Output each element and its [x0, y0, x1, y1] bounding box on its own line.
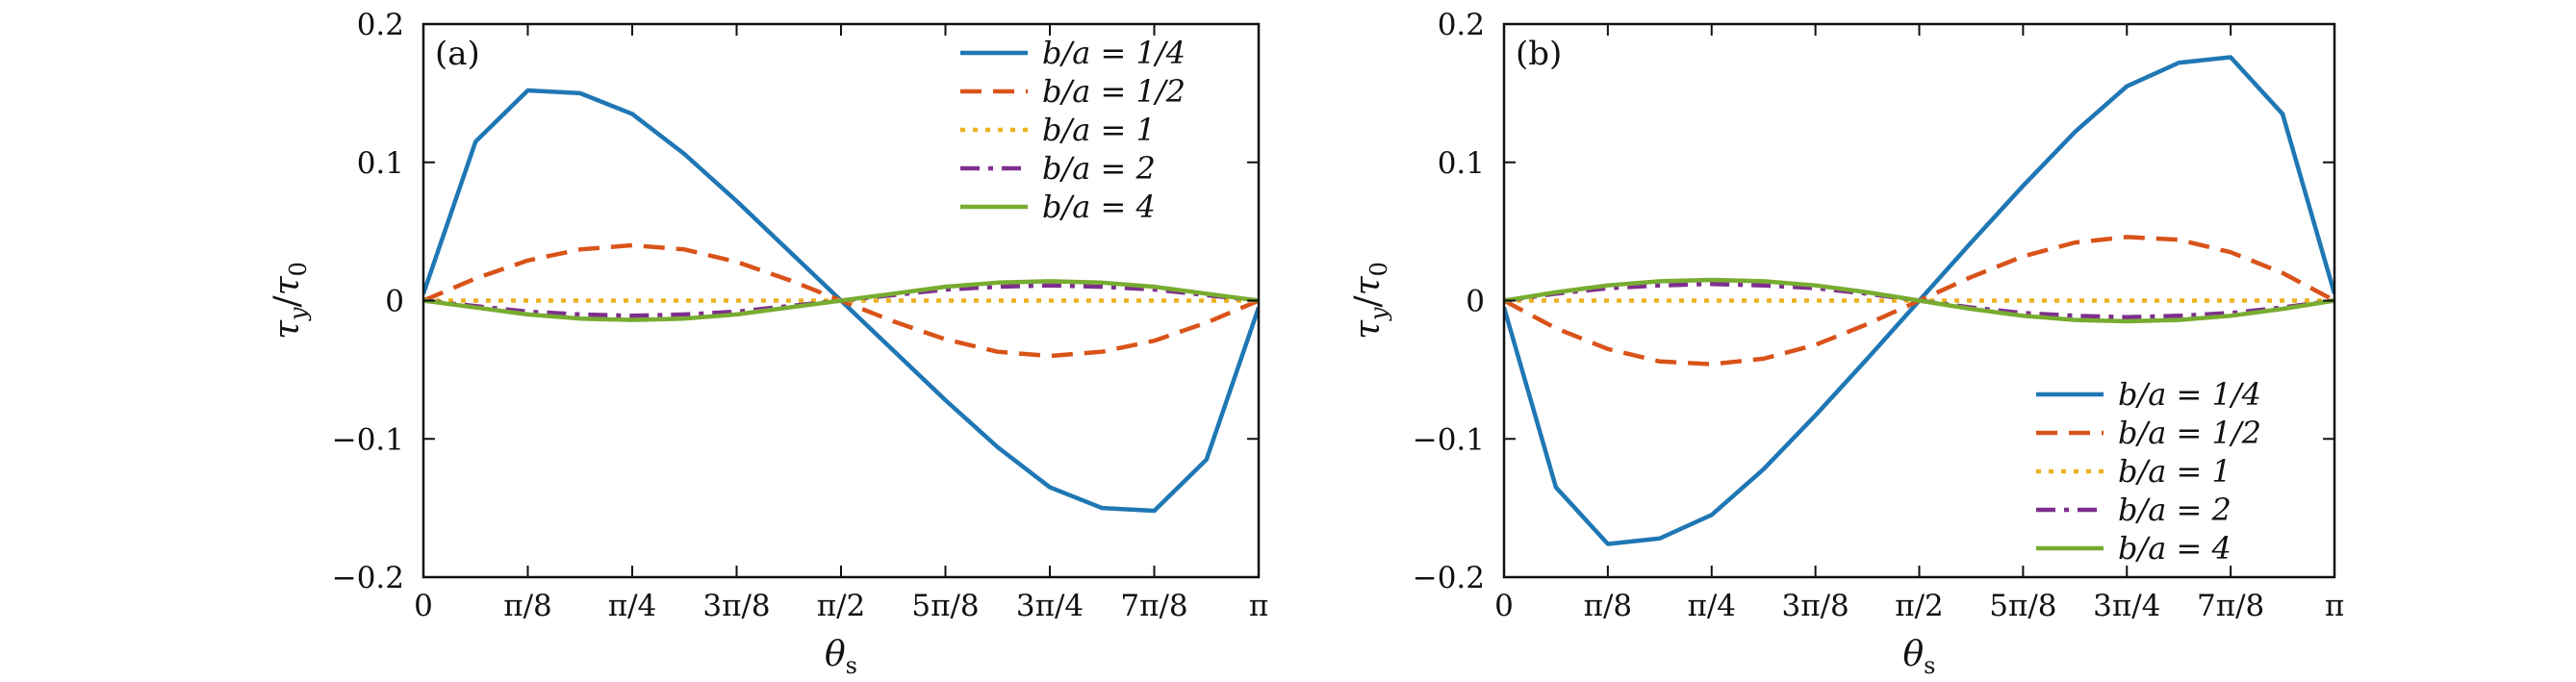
legend-label: b/a = 4 — [1042, 189, 1156, 225]
series-lines — [1504, 55, 2334, 546]
y-tick-label: −0.2 — [1413, 561, 1485, 595]
x-tick-label: π/2 — [817, 589, 866, 623]
y-axis-label: τy/τ0 — [1348, 262, 1392, 340]
legend-label: b/a = 2 — [1042, 150, 1156, 187]
x-tick-label: 3π/8 — [1781, 589, 1849, 623]
x-tick-label: 3π/8 — [702, 589, 770, 623]
panel-a: 0 π/8 π/4 3π/8 π/2 5π/8 3π/4 7π/8 π −0.2 −0.1 0 0.1 0… — [268, 8, 1268, 679]
x-tick-label: 5π/8 — [1989, 589, 2056, 623]
legend-label: b/a = 1 — [2118, 453, 2232, 490]
y-tick-label: 0.1 — [1438, 146, 1485, 181]
x-tick-label: 7π/8 — [2197, 589, 2264, 623]
x-tick-label: π/8 — [1584, 589, 1633, 623]
x-axis-label: θs — [1902, 635, 1935, 679]
y-tick-label: −0.1 — [1413, 422, 1485, 457]
y-tick-label: −0.1 — [332, 422, 404, 457]
y-tick-label: −0.2 — [332, 561, 404, 595]
x-tick-label: π/2 — [1895, 589, 1944, 623]
legend-label: b/a = 1/2 — [1042, 73, 1186, 110]
legend-label: b/a = 2 — [2118, 492, 2232, 528]
y-tick-label: 0.2 — [357, 8, 404, 42]
x-tick-label: 5π/8 — [911, 589, 979, 623]
x-tick-label: 3π/4 — [2093, 589, 2160, 623]
legend: b/a = 1/4b/a = 1/2b/a = 1b/a = 2b/a = 4 — [960, 35, 1186, 225]
legend-label: b/a = 1 — [1042, 112, 1156, 148]
y-tick-label: 0.2 — [1438, 8, 1485, 42]
legend-label: b/a = 4 — [2118, 530, 2232, 567]
legend-label: b/a = 1/2 — [2118, 415, 2261, 451]
panel-b: 0 π/8 π/4 3π/8 π/2 5π/8 3π/4 7π/8 π −0.2 −0.1 0 0.1 0… — [1348, 8, 2344, 679]
series-line-4 — [423, 279, 1259, 322]
series-line-4 — [1504, 277, 2334, 324]
x-tick-label: 3π/4 — [1016, 589, 1084, 623]
x-tick-label: 7π/8 — [1120, 589, 1187, 623]
x-axis-label: θs — [825, 635, 857, 679]
legend: b/a = 1/4b/a = 1/2b/a = 1b/a = 2b/a = 4 — [2036, 376, 2261, 567]
y-tick-label: 0.1 — [357, 146, 404, 181]
x-tick-label: π — [2325, 589, 2344, 623]
y-tick-label: 0 — [1466, 285, 1485, 319]
x-tick-label: π/8 — [503, 589, 552, 623]
legend-label: b/a = 1/4 — [2118, 376, 2261, 413]
y-axis-label: τy/τ0 — [268, 262, 312, 340]
x-tick-label: π/4 — [1687, 589, 1736, 623]
series-lines — [423, 88, 1259, 514]
legend-label: b/a = 1/4 — [1042, 35, 1186, 71]
panel-label: (a) — [435, 35, 480, 73]
x-tick-label: π — [1249, 589, 1268, 623]
y-tick-label: 0 — [385, 285, 404, 319]
x-tick-label: 0 — [1494, 589, 1514, 623]
panel-label: (b) — [1516, 35, 1562, 73]
x-tick-label: 0 — [414, 589, 433, 623]
x-tick-label: π/4 — [608, 589, 657, 623]
